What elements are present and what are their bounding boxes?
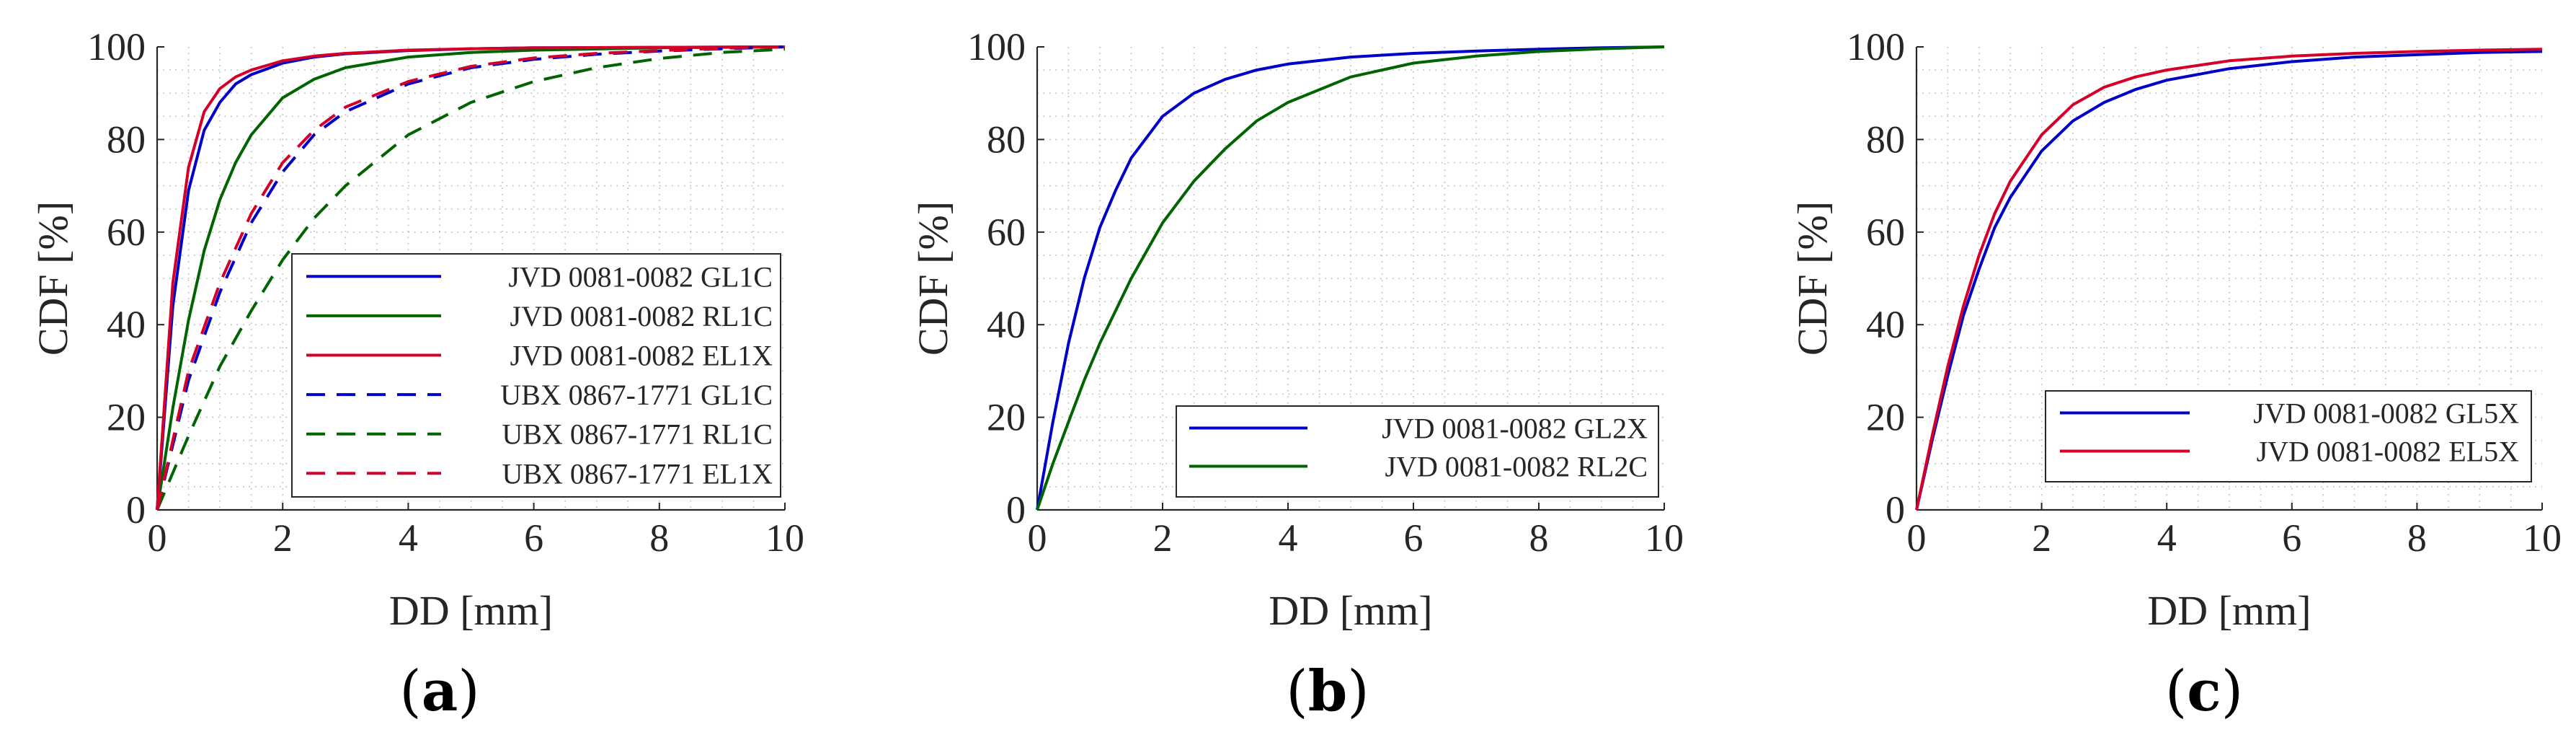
series-line-6 — [156, 45, 786, 511]
y-tick-label: 100 — [967, 25, 1026, 69]
y-tick-label: 80 — [1866, 118, 1905, 161]
y-tick-label: 100 — [87, 25, 146, 69]
panel-label: (c) — [2165, 658, 2243, 724]
legend-box — [2045, 390, 2532, 482]
panel-label-open: ( — [399, 659, 421, 724]
y-tick-label: 40 — [107, 303, 146, 346]
series-line-2 — [1036, 45, 1665, 511]
x-tick-label: 2 — [1153, 516, 1173, 560]
x-tick-label: 2 — [273, 516, 293, 560]
series-line-4 — [156, 45, 786, 511]
legend-box — [291, 253, 781, 498]
y-tick-label: 0 — [1886, 488, 1905, 532]
legend-entry-4: UBX 0867-1771 GL1C — [500, 379, 773, 411]
legend: JVD 0081-0082 GL1C JVD 0081-0082 RL1C JVD … — [291, 253, 781, 498]
panel-label-close: ) — [458, 659, 479, 724]
legend-entry-6: UBX 0867-1771 EL1X — [502, 457, 773, 490]
y-tick-label: 80 — [107, 118, 146, 161]
legend-box — [1176, 405, 1659, 498]
series-line-5 — [156, 48, 786, 511]
x-tick-label: 0 — [148, 516, 167, 560]
legend-entry-2: JVD 0081-0082 RL2C — [1385, 451, 1648, 483]
y-axis-label: CDF [%] — [910, 201, 956, 356]
x-tick-label: 0 — [1907, 516, 1927, 560]
legend-entry-1: JVD 0081-0082 GL2X — [1382, 413, 1648, 445]
y-axis-label: CDF [%] — [1789, 201, 1836, 356]
panel-label: (a) — [399, 658, 479, 724]
panel-label-letter: c — [2187, 658, 2221, 724]
legend-entry-2: JVD 0081-0082 RL1C — [510, 300, 773, 332]
y-tick-label: 20 — [987, 396, 1026, 439]
panel-label-close: ) — [2221, 659, 2243, 724]
y-tick-label: 60 — [107, 211, 146, 254]
series-line-2 — [156, 45, 786, 511]
y-tick-label: 60 — [987, 211, 1026, 254]
legend-entry-1: JVD 0081-0082 GL1C — [508, 260, 773, 293]
x-tick-label: 8 — [649, 516, 669, 560]
x-tick-label: 6 — [2282, 516, 2301, 560]
panel-label-letter: a — [422, 658, 458, 724]
x-axis-label: DD [mm] — [1269, 587, 1432, 634]
x-tick-label: 6 — [524, 516, 543, 560]
x-tick-label: 4 — [1279, 516, 1298, 560]
y-tick-label: 60 — [1866, 211, 1905, 254]
y-tick-label: 20 — [1866, 396, 1905, 439]
y-tick-label: 20 — [107, 396, 146, 439]
x-tick-label: 10 — [1645, 516, 1684, 560]
legend-entry-5: UBX 0867-1771 RL1C — [502, 418, 773, 451]
x-tick-label: 10 — [2523, 516, 2562, 560]
series-line-1 — [1915, 50, 2543, 511]
series-line-2 — [1915, 48, 2543, 511]
legend-entry-1: JVD 0081-0082 GL5X — [2253, 397, 2519, 430]
y-tick-label: 40 — [1866, 303, 1905, 346]
x-tick-label: 4 — [2157, 516, 2177, 560]
legend-entry-3: JVD 0081-0082 EL1X — [510, 340, 773, 372]
panel-label: (b) — [1286, 658, 1369, 724]
y-axis-label: CDF [%] — [30, 201, 76, 356]
x-axis-label: DD [mm] — [389, 587, 553, 634]
grid — [157, 47, 785, 510]
panel-label-open: ( — [2165, 659, 2187, 724]
y-tick-label: 0 — [1006, 488, 1026, 532]
legend-entry-2: JVD 0081-0082 EL5X — [2257, 436, 2520, 468]
series-line-3 — [156, 45, 786, 511]
panel-label-letter: b — [1308, 658, 1348, 724]
y-tick-label: 0 — [126, 488, 146, 532]
x-tick-label: 8 — [1529, 516, 1549, 560]
panel-label-close: ) — [1347, 659, 1369, 724]
legend: JVD 0081-0082 GL2X JVD 0081-0082 RL2C — [1176, 405, 1659, 498]
x-tick-label: 2 — [2032, 516, 2051, 560]
x-tick-label: 6 — [1404, 516, 1424, 560]
legend: JVD 0081-0082 GL5X JVD 0081-0082 EL5X — [2045, 390, 2532, 482]
y-tick-label: 100 — [1847, 25, 1905, 69]
grid — [1917, 47, 2542, 510]
x-tick-label: 0 — [1028, 516, 1047, 560]
panel-label-open: ( — [1286, 659, 1307, 724]
x-axis-label: DD [mm] — [2147, 587, 2311, 634]
x-tick-label: 4 — [399, 516, 418, 560]
x-tick-label: 8 — [2407, 516, 2427, 560]
y-tick-label: 80 — [987, 118, 1026, 161]
x-tick-label: 10 — [765, 516, 804, 560]
series-line-1 — [1036, 45, 1665, 511]
y-tick-label: 40 — [987, 303, 1026, 346]
